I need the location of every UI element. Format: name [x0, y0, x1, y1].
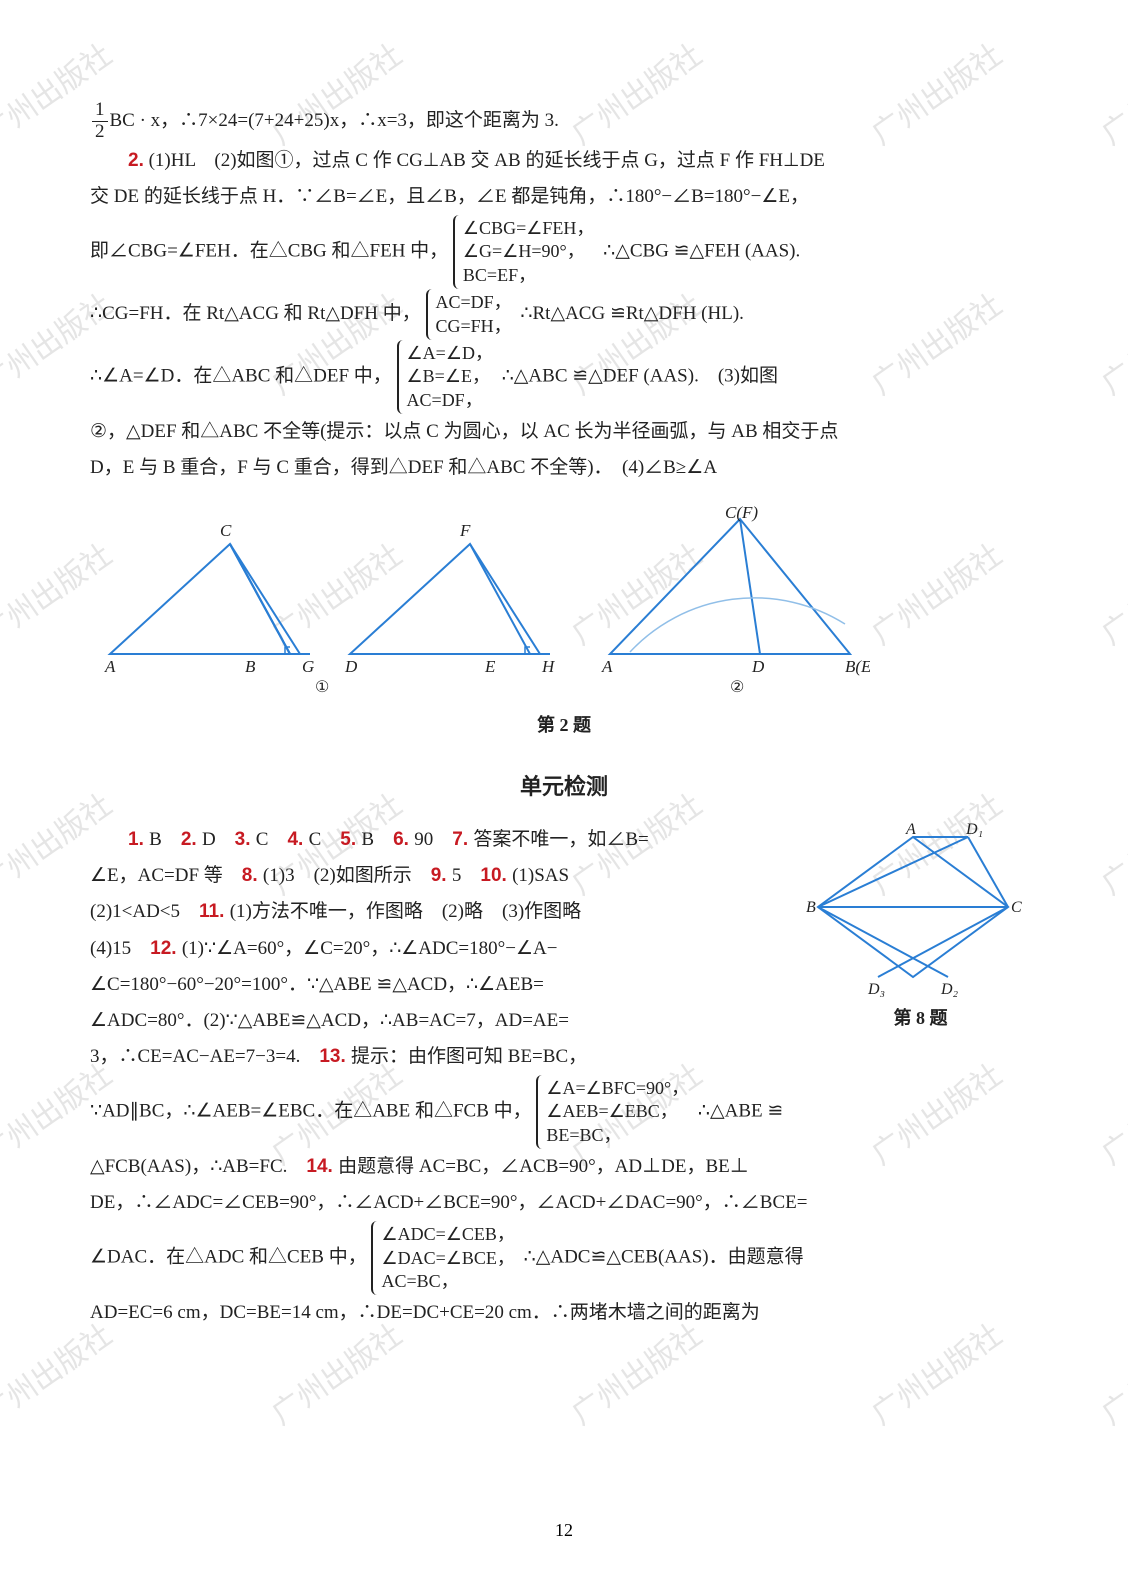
q2-block: 2. (1)HL (2)如图①，过点 C 作 CG⊥AB 交 AB 的延长线于点… — [90, 143, 1038, 487]
svg-text:G: G — [302, 657, 314, 676]
svg-text:D: D — [344, 657, 358, 676]
svg-text:B: B — [245, 657, 256, 676]
answer-number: 8. — [242, 865, 263, 886]
answer-number: 13. — [319, 1046, 351, 1067]
answer-value: (1)∵∠A=60°，∠C=20°，∴∠ADC=180°−∠A− — [182, 938, 577, 959]
answer-value: 90 — [414, 829, 452, 850]
svg-text:F: F — [459, 521, 471, 540]
svg-text:②: ② — [730, 679, 744, 696]
svg-text:C: C — [1011, 899, 1022, 916]
q2-num: 2. — [128, 150, 144, 171]
brace-2: AC=DF， CG=FH， — [426, 289, 516, 340]
answer-number: 1. — [128, 829, 149, 850]
unit-l5: ∠C=180°−60°−20°=100°．∵△ABE ≌△ACD，∴∠AEB= — [90, 967, 789, 1003]
answer-number: 2. — [181, 829, 202, 850]
answer-number: 4. — [287, 829, 308, 850]
unit-heading: 单元检测 — [90, 766, 1038, 808]
svg-text:A: A — [905, 822, 916, 838]
svg-text:C(F): C(F) — [725, 504, 758, 522]
answer-number: 10. — [480, 865, 512, 886]
svg-text:B: B — [806, 899, 816, 916]
q2-l3: 即∠CBG=∠FEH．在△CBG 和△FEH 中， ∠CBG=∠FEH， ∠G=… — [90, 215, 1038, 289]
q13-block: ∵AD∥BC，∴∠AEB=∠EBC．在△ABE 和△FCB 中， ∠A=∠BFC… — [90, 1075, 1038, 1332]
unit-l1: 1. B 2. D 3. C 4. C 5. B 6. 90 7. 答案不唯一，… — [90, 822, 789, 858]
q2-l4: ∴CG=FH．在 Rt△ACG 和 Rt△DFH 中， AC=DF， CG=FH… — [90, 289, 1038, 340]
brace-1: ∠CBG=∠FEH， ∠G=∠H=90°， BC=EF， — [453, 215, 598, 289]
svg-text:D₂: D₂ — [940, 981, 959, 997]
answer-number: 6. — [393, 829, 414, 850]
svg-text:C: C — [220, 521, 232, 540]
answer-value: 由题意得 AC=BC，∠ACB=90°，AD⊥DE，BE⊥ — [338, 1156, 768, 1177]
unit-l3: (2)1<AD<5 11. (1)方法不唯一，作图略 (2)略 (3)作图略 — [90, 894, 789, 930]
answer-value: D — [202, 829, 235, 850]
answer-value: 提示：由作图可知 BE=BC， — [351, 1046, 597, 1067]
fraction: 1 2 — [92, 100, 108, 143]
line-top-text: BC · x，∴7×24=(7+24+25)x，∴x=3，即这个距离为 3. — [110, 110, 559, 131]
answer-number: 7. — [452, 829, 473, 850]
answer-number: 12. — [150, 938, 182, 959]
q2-l5: ∴∠A=∠D．在△ABC 和△DEF 中， ∠A=∠D， ∠B=∠E， AC=D… — [90, 340, 1038, 414]
svg-text:A: A — [104, 657, 116, 676]
q2-l6: ②，△DEF 和△ABC 不全等(提示：以点 C 为圆心，以 AC 长为半径画弧… — [90, 414, 1038, 450]
svg-text:D₃: D₃ — [867, 981, 885, 997]
unit-row: 1. B 2. D 3. C 4. C 5. B 6. 90 7. 答案不唯一，… — [90, 822, 1038, 1075]
brace-q13-2: ∠ADC=∠CEB， ∠DAC=∠BCE， AC=BC， — [371, 1221, 518, 1295]
answer-number: 3. — [235, 829, 256, 850]
answer-number: 9. — [431, 865, 452, 886]
svg-text:E: E — [484, 657, 496, 676]
answer-value: B — [361, 829, 393, 850]
q2-part1: (1)HL (2)如图①，过点 C 作 CG⊥AB 交 AB 的延长线于点 G，… — [149, 150, 825, 171]
unit-l2: ∠E，AC=DF 等 8. (1)3 (2)如图所示 9. 5 10. (1)S… — [90, 858, 789, 894]
answer-value: B — [149, 829, 181, 850]
answer-value: (1)方法不唯一，作图略 (2)略 (3)作图略 — [230, 901, 600, 922]
answer-value: 5 — [452, 865, 481, 886]
unit-l7: 3，∴CE=AC−AE=7−3=4. 13. 提示：由作图可知 BE=BC， — [90, 1039, 789, 1075]
page-number: 12 — [0, 1520, 1128, 1541]
brace-q13-1: ∠A=∠BFC=90°， ∠AEB=∠EBC， BE=BC， — [536, 1075, 693, 1149]
answer-value: C — [256, 829, 288, 850]
answer-value: 答案不唯一，如∠B= — [473, 829, 667, 850]
q2-l7: D，E 与 B 重合，F 与 C 重合，得到△DEF 和△ABC 不全等)． (… — [90, 450, 1038, 486]
fig8-caption: 第 8 题 — [803, 1001, 1038, 1035]
line-top: 1 2 BC · x，∴7×24=(7+24+25)x，∴x=3，即这个距离为 … — [90, 100, 1038, 143]
svg-text:H: H — [541, 657, 556, 676]
svg-text:①: ① — [315, 679, 329, 696]
figure-8: A D₁ B C D₃ D₂ 第 8 题 — [803, 822, 1038, 1035]
figure-2: A B G C D E H F ① A D B(E — [90, 504, 1038, 742]
unit-l6: ∠ADC=80°．(2)∵△ABE≌△ACD，∴AB=AC=7，AD=AE= — [90, 1003, 789, 1039]
brace-3: ∠A=∠D， ∠B=∠E， AC=DF， — [397, 340, 497, 414]
unit-l4: (4)15 12. (1)∵∠A=60°，∠C=20°，∴∠ADC=180°−∠… — [90, 931, 789, 967]
answer-value: C — [309, 829, 341, 850]
fig2-caption: 第 2 题 — [90, 708, 1038, 742]
answer-number: 5. — [340, 829, 361, 850]
answer-number: 11. — [199, 901, 230, 922]
answer-value: (1)SAS — [512, 865, 588, 886]
svg-text:D₁: D₁ — [965, 822, 983, 838]
svg-text:D: D — [751, 657, 765, 676]
answer-number: 14. — [306, 1156, 338, 1177]
svg-text:A: A — [601, 657, 613, 676]
answer-value: (1)3 (2)如图所示 — [263, 865, 431, 886]
q2-l2: 交 DE 的延长线于点 H．∵∠B=∠E，且∠B，∠E 都是钝角，∴180°−∠… — [90, 179, 1038, 215]
svg-text:B(E): B(E) — [845, 657, 870, 676]
